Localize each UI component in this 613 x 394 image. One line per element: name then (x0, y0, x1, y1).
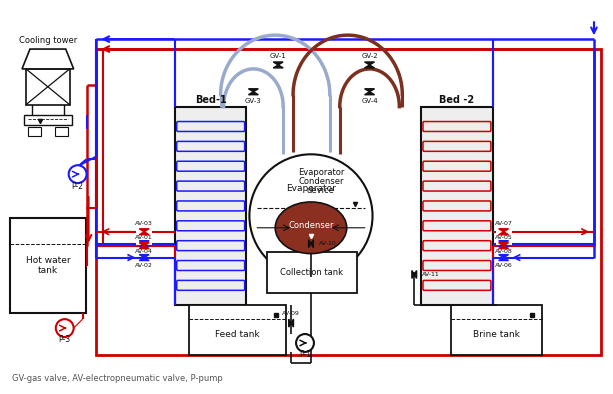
Bar (189, 305, 286, 355)
Text: AV-10: AV-10 (319, 241, 337, 246)
Bar (451, 305, 543, 355)
Polygon shape (291, 319, 294, 327)
Text: Brine tank: Brine tank (473, 329, 520, 338)
Polygon shape (365, 92, 375, 95)
Text: AV-02: AV-02 (135, 263, 153, 268)
Text: GV-2: GV-2 (361, 53, 378, 59)
Text: Bed -2: Bed -2 (440, 95, 474, 105)
Bar (26, 69, 70, 105)
Text: AV-04: AV-04 (135, 249, 153, 254)
Text: Evaporator: Evaporator (298, 168, 344, 177)
Polygon shape (498, 229, 509, 232)
Polygon shape (311, 240, 313, 248)
Circle shape (296, 334, 314, 352)
Polygon shape (139, 243, 149, 247)
Polygon shape (365, 89, 375, 92)
Circle shape (69, 165, 86, 183)
Polygon shape (248, 92, 258, 95)
Text: Cooling tower: Cooling tower (19, 35, 77, 45)
Polygon shape (414, 270, 417, 279)
Text: Collection tank: Collection tank (281, 268, 343, 277)
Bar (55, 126, 67, 136)
Text: Condenser: Condenser (298, 177, 344, 186)
Text: AV-01: AV-01 (135, 235, 153, 240)
Text: Hot water
tank: Hot water tank (26, 256, 70, 275)
Bar (267, 252, 357, 293)
Polygon shape (22, 49, 74, 69)
Polygon shape (273, 65, 283, 68)
Text: GV-gas valve, AV-electropneumatic valve, P-pump: GV-gas valve, AV-electropneumatic valve,… (12, 374, 223, 383)
Text: GV-3: GV-3 (245, 98, 262, 104)
Polygon shape (139, 241, 149, 243)
Text: AV-06: AV-06 (495, 263, 512, 268)
Polygon shape (139, 258, 149, 260)
Bar (175, 107, 246, 305)
Text: Condenser: Condenser (288, 221, 333, 230)
Polygon shape (412, 270, 414, 279)
Polygon shape (498, 245, 509, 249)
Circle shape (56, 319, 74, 337)
Text: AV-07: AV-07 (495, 221, 512, 226)
Polygon shape (139, 232, 149, 235)
Text: AV-03: AV-03 (135, 221, 153, 226)
Polygon shape (498, 232, 509, 235)
Polygon shape (498, 243, 509, 247)
Bar (24, 115, 72, 125)
Polygon shape (498, 258, 509, 260)
Text: AV-11: AV-11 (422, 272, 440, 277)
Text: AV-08: AV-08 (495, 249, 512, 254)
Text: P-2: P-2 (72, 182, 83, 191)
Text: device: device (307, 186, 335, 195)
Bar (421, 107, 493, 305)
Polygon shape (139, 229, 149, 232)
Text: P-3: P-3 (59, 335, 70, 344)
Text: AV-05: AV-05 (495, 235, 512, 240)
Text: GV-1: GV-1 (270, 53, 286, 59)
Polygon shape (498, 243, 509, 245)
Polygon shape (248, 89, 258, 92)
Polygon shape (498, 241, 509, 243)
Polygon shape (365, 62, 375, 65)
Polygon shape (139, 245, 149, 249)
Polygon shape (498, 255, 509, 258)
Text: AV-09: AV-09 (282, 311, 300, 316)
Ellipse shape (275, 202, 347, 254)
Bar (10, 218, 86, 313)
Polygon shape (273, 62, 283, 65)
Text: Feed tank: Feed tank (215, 329, 260, 338)
Polygon shape (139, 255, 149, 258)
Polygon shape (308, 240, 311, 248)
Text: GV-4: GV-4 (361, 98, 378, 104)
Bar (96, 49, 601, 355)
Circle shape (249, 154, 373, 277)
Polygon shape (289, 319, 291, 327)
Polygon shape (365, 65, 375, 68)
Bar (28, 126, 41, 136)
Polygon shape (139, 243, 149, 245)
Text: Bed-1: Bed-1 (195, 95, 227, 105)
Text: P-1: P-1 (299, 350, 311, 359)
Text: Evaporator: Evaporator (286, 184, 336, 193)
